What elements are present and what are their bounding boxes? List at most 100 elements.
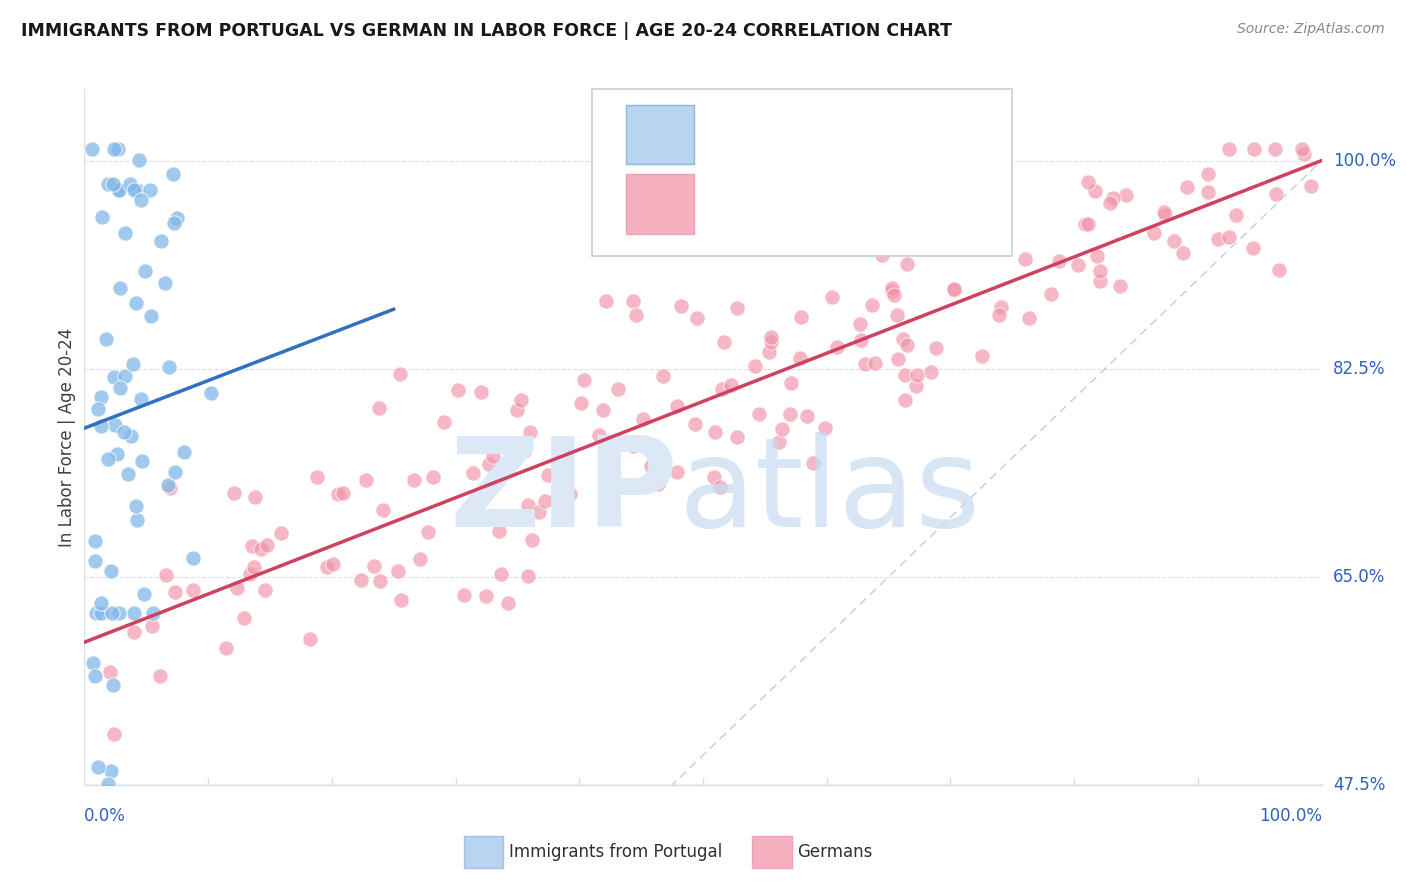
Point — [1264, 142, 1286, 156]
Point — [326, 487, 349, 501]
Text: atlas: atlas — [678, 433, 980, 553]
Point — [86, 606, 108, 620]
Point — [904, 379, 927, 393]
Point — [482, 449, 505, 463]
Point — [516, 498, 538, 512]
Point — [181, 582, 204, 597]
Point — [665, 400, 688, 414]
Point — [122, 183, 145, 197]
Point — [124, 606, 146, 620]
Point — [90, 210, 112, 224]
Point — [595, 293, 617, 308]
Point — [332, 485, 354, 500]
Point — [942, 282, 965, 296]
Point — [872, 248, 894, 262]
Point — [1040, 286, 1063, 301]
Point — [779, 407, 801, 421]
Point — [389, 367, 412, 381]
Point — [1243, 142, 1265, 156]
Point — [789, 310, 811, 324]
Point — [1102, 191, 1125, 205]
Point — [1088, 274, 1111, 288]
Point — [129, 193, 152, 207]
Point — [181, 551, 204, 566]
Point — [239, 566, 262, 581]
Point — [321, 557, 343, 571]
Point — [880, 284, 903, 298]
Point — [433, 415, 456, 429]
Point — [249, 541, 271, 556]
Point — [1018, 311, 1040, 326]
Point — [447, 384, 470, 398]
Point — [801, 456, 824, 470]
Point — [759, 335, 782, 350]
Point — [256, 538, 278, 552]
Point — [125, 499, 148, 513]
Point — [368, 401, 391, 416]
Point — [215, 641, 238, 656]
Point — [103, 370, 125, 384]
Point — [789, 351, 811, 365]
Point — [519, 425, 541, 439]
Point — [1163, 234, 1185, 248]
Text: ZIP: ZIP — [450, 433, 678, 553]
Point — [354, 473, 377, 487]
Point — [725, 430, 748, 444]
Point — [1077, 176, 1099, 190]
Point — [108, 280, 131, 294]
Point — [1225, 208, 1247, 222]
Point — [896, 257, 918, 271]
Point — [82, 142, 104, 156]
Point — [770, 422, 793, 436]
Point — [516, 568, 538, 582]
Point — [574, 373, 596, 387]
Point — [103, 678, 125, 692]
Point — [409, 552, 432, 566]
Point — [108, 183, 131, 197]
Point — [592, 403, 614, 417]
Point — [100, 564, 122, 578]
Point — [796, 409, 818, 424]
Text: Source: ZipAtlas.com: Source: ZipAtlas.com — [1237, 22, 1385, 37]
Point — [1099, 196, 1122, 211]
Point — [82, 656, 104, 670]
Point — [942, 284, 965, 298]
Point — [232, 611, 254, 625]
Point — [97, 178, 120, 192]
Point — [298, 632, 321, 647]
Point — [474, 589, 496, 603]
Point — [125, 513, 148, 527]
Point — [704, 425, 727, 439]
Point — [94, 332, 117, 346]
Point — [920, 365, 942, 379]
Point — [117, 467, 139, 482]
Text: 47.5%: 47.5% — [1333, 776, 1385, 794]
Point — [621, 294, 644, 309]
Point — [120, 428, 142, 442]
Point — [110, 831, 132, 846]
Point — [1268, 262, 1291, 277]
Point — [489, 567, 512, 582]
Point — [157, 360, 180, 375]
Point — [534, 494, 557, 508]
Point — [114, 226, 136, 240]
Point — [155, 567, 177, 582]
Point — [105, 447, 128, 461]
Point — [1115, 188, 1137, 202]
Point — [370, 574, 392, 589]
Point — [936, 237, 959, 252]
Y-axis label: In Labor Force | Age 20-24: In Labor Force | Age 20-24 — [58, 327, 76, 547]
Point — [83, 534, 105, 549]
Point — [1085, 249, 1108, 263]
Point — [387, 564, 409, 578]
Text: Germans: Germans — [797, 843, 873, 861]
Point — [1197, 167, 1219, 181]
Point — [124, 624, 146, 639]
Point — [243, 490, 266, 504]
Point — [1197, 185, 1219, 199]
Point — [1294, 147, 1316, 161]
Point — [243, 560, 266, 574]
Point — [744, 359, 766, 374]
Point — [863, 356, 886, 370]
Point — [488, 524, 510, 539]
